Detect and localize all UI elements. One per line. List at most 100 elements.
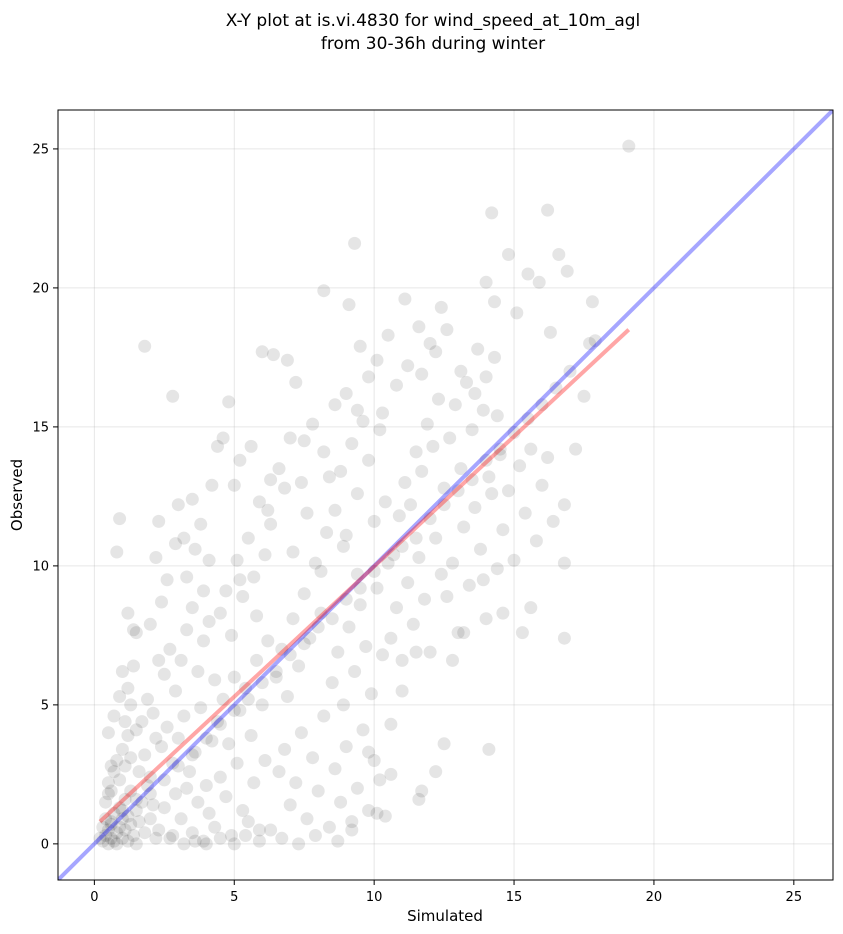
data-point bbox=[194, 701, 208, 715]
y-tick-label-1: 5 bbox=[41, 698, 49, 713]
data-point bbox=[138, 826, 152, 840]
data-point bbox=[557, 631, 571, 645]
x-tick-label-4: 20 bbox=[646, 890, 663, 905]
data-point bbox=[535, 478, 549, 492]
data-point bbox=[191, 665, 205, 678]
data-point bbox=[585, 295, 599, 309]
data-point bbox=[166, 756, 180, 770]
data-point bbox=[415, 784, 429, 798]
data-point bbox=[465, 473, 479, 487]
data-point bbox=[115, 742, 129, 756]
data-point bbox=[381, 328, 395, 342]
grid-lines bbox=[58, 110, 833, 880]
data-point bbox=[507, 426, 521, 439]
data-point bbox=[283, 648, 297, 662]
data-point bbox=[269, 665, 283, 678]
one-to-one-line bbox=[58, 110, 833, 880]
data-point bbox=[258, 754, 272, 767]
data-point bbox=[213, 770, 227, 784]
data-point bbox=[118, 759, 132, 773]
data-point bbox=[199, 837, 213, 851]
data-point bbox=[454, 364, 468, 378]
data-point bbox=[269, 670, 283, 684]
data-point bbox=[132, 815, 146, 829]
data-point bbox=[362, 804, 376, 817]
data-point bbox=[199, 779, 213, 792]
data-point bbox=[241, 692, 255, 706]
data-point bbox=[350, 403, 364, 417]
data-point bbox=[104, 815, 118, 829]
data-point bbox=[135, 715, 149, 729]
data-point bbox=[395, 539, 409, 553]
data-point bbox=[107, 834, 121, 848]
data-point bbox=[300, 812, 314, 826]
data-point bbox=[513, 459, 527, 473]
data-point bbox=[261, 634, 275, 648]
data-point bbox=[451, 484, 465, 498]
data-point bbox=[177, 709, 191, 723]
y-tick-label-4: 20 bbox=[32, 281, 49, 296]
data-point bbox=[252, 834, 266, 848]
data-point bbox=[502, 248, 515, 261]
data-point bbox=[101, 726, 115, 740]
data-point bbox=[356, 723, 370, 737]
data-point bbox=[384, 631, 398, 645]
data-point bbox=[118, 792, 132, 806]
data-point bbox=[401, 576, 415, 590]
data-point bbox=[211, 715, 224, 729]
data-point bbox=[99, 812, 113, 826]
data-point bbox=[325, 612, 339, 626]
data-point bbox=[219, 584, 233, 598]
data-point bbox=[367, 564, 381, 578]
data-point bbox=[188, 542, 202, 556]
data-point bbox=[266, 348, 280, 362]
x-tick-label-0: 0 bbox=[90, 890, 98, 905]
data-point bbox=[350, 781, 364, 795]
data-point bbox=[194, 517, 208, 531]
data-point bbox=[376, 406, 389, 420]
data-point bbox=[339, 740, 353, 754]
data-point bbox=[252, 495, 266, 509]
chart-title-line2: from 30-36h during winter bbox=[321, 34, 545, 54]
data-point bbox=[132, 765, 146, 779]
data-point bbox=[395, 684, 409, 698]
data-point bbox=[510, 306, 524, 320]
data-point bbox=[328, 398, 342, 412]
data-point bbox=[236, 804, 250, 817]
y-axis-ticks: 0 5 10 15 20 25 bbox=[32, 142, 58, 852]
data-point bbox=[468, 387, 482, 400]
data-point bbox=[549, 381, 563, 395]
data-point bbox=[197, 584, 210, 598]
chart-title-line1: X-Y plot at is.vi.4830 for wind_speed_at… bbox=[226, 11, 641, 31]
data-point bbox=[429, 531, 443, 545]
data-point bbox=[350, 567, 364, 581]
data-point bbox=[239, 829, 252, 842]
data-point bbox=[353, 339, 367, 353]
data-point bbox=[521, 412, 535, 426]
data-point bbox=[314, 606, 328, 620]
data-point bbox=[129, 792, 143, 806]
data-point bbox=[244, 439, 258, 453]
data-point bbox=[99, 795, 113, 809]
data-point bbox=[227, 837, 241, 851]
data-point bbox=[418, 592, 431, 606]
data-point bbox=[543, 325, 557, 339]
data-point bbox=[457, 626, 471, 640]
data-point bbox=[110, 545, 124, 559]
data-point bbox=[437, 481, 451, 495]
data-point bbox=[557, 498, 571, 512]
data-point bbox=[101, 776, 115, 790]
data-point bbox=[163, 642, 177, 656]
data-point bbox=[157, 801, 171, 815]
data-point bbox=[185, 826, 199, 840]
data-point bbox=[409, 445, 423, 459]
data-point bbox=[359, 640, 373, 653]
data-point bbox=[169, 684, 182, 698]
data-point bbox=[143, 770, 157, 784]
x-axis-ticks: 0 5 10 15 20 25 bbox=[90, 880, 802, 905]
data-point bbox=[219, 790, 233, 804]
data-point bbox=[230, 756, 244, 770]
data-point bbox=[121, 729, 135, 742]
data-point bbox=[353, 598, 367, 612]
data-point bbox=[171, 731, 185, 745]
